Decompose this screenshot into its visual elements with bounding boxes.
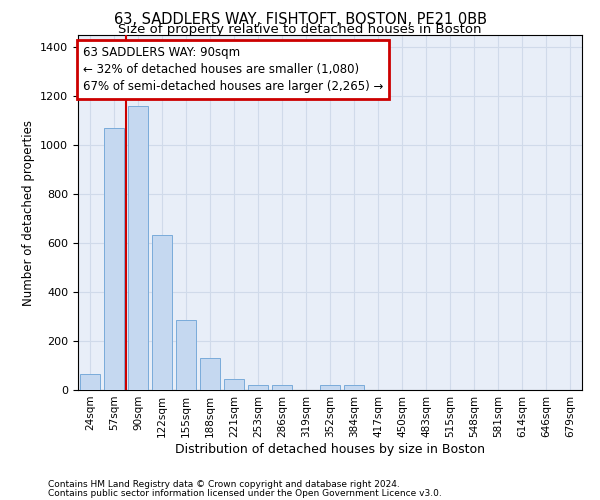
- Bar: [80, 374, 100, 390]
- Text: Size of property relative to detached houses in Boston: Size of property relative to detached ho…: [118, 24, 482, 36]
- X-axis label: Distribution of detached houses by size in Boston: Distribution of detached houses by size …: [175, 442, 485, 456]
- Text: Contains public sector information licensed under the Open Government Licence v3: Contains public sector information licen…: [48, 488, 442, 498]
- Text: 63 SADDLERS WAY: 90sqm
← 32% of detached houses are smaller (1,080)
67% of semi-: 63 SADDLERS WAY: 90sqm ← 32% of detached…: [83, 46, 383, 92]
- Bar: [344, 385, 364, 390]
- Bar: [200, 358, 220, 390]
- Text: Contains HM Land Registry data © Crown copyright and database right 2024.: Contains HM Land Registry data © Crown c…: [48, 480, 400, 489]
- Y-axis label: Number of detached properties: Number of detached properties: [22, 120, 35, 306]
- Text: 63, SADDLERS WAY, FISHTOFT, BOSTON, PE21 0BB: 63, SADDLERS WAY, FISHTOFT, BOSTON, PE21…: [113, 12, 487, 28]
- Bar: [128, 106, 148, 390]
- Bar: [248, 385, 268, 390]
- Bar: [320, 385, 340, 390]
- Bar: [152, 234, 172, 390]
- Bar: [176, 320, 196, 390]
- Bar: [224, 379, 244, 390]
- Bar: [272, 385, 292, 390]
- Bar: [104, 128, 124, 390]
